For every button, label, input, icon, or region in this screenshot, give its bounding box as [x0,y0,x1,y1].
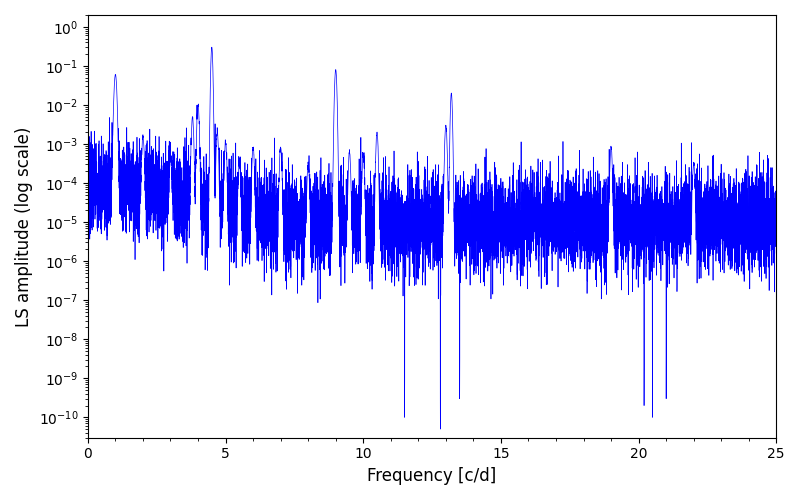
X-axis label: Frequency [c/d]: Frequency [c/d] [367,467,497,485]
Y-axis label: LS amplitude (log scale): LS amplitude (log scale) [15,126,33,326]
